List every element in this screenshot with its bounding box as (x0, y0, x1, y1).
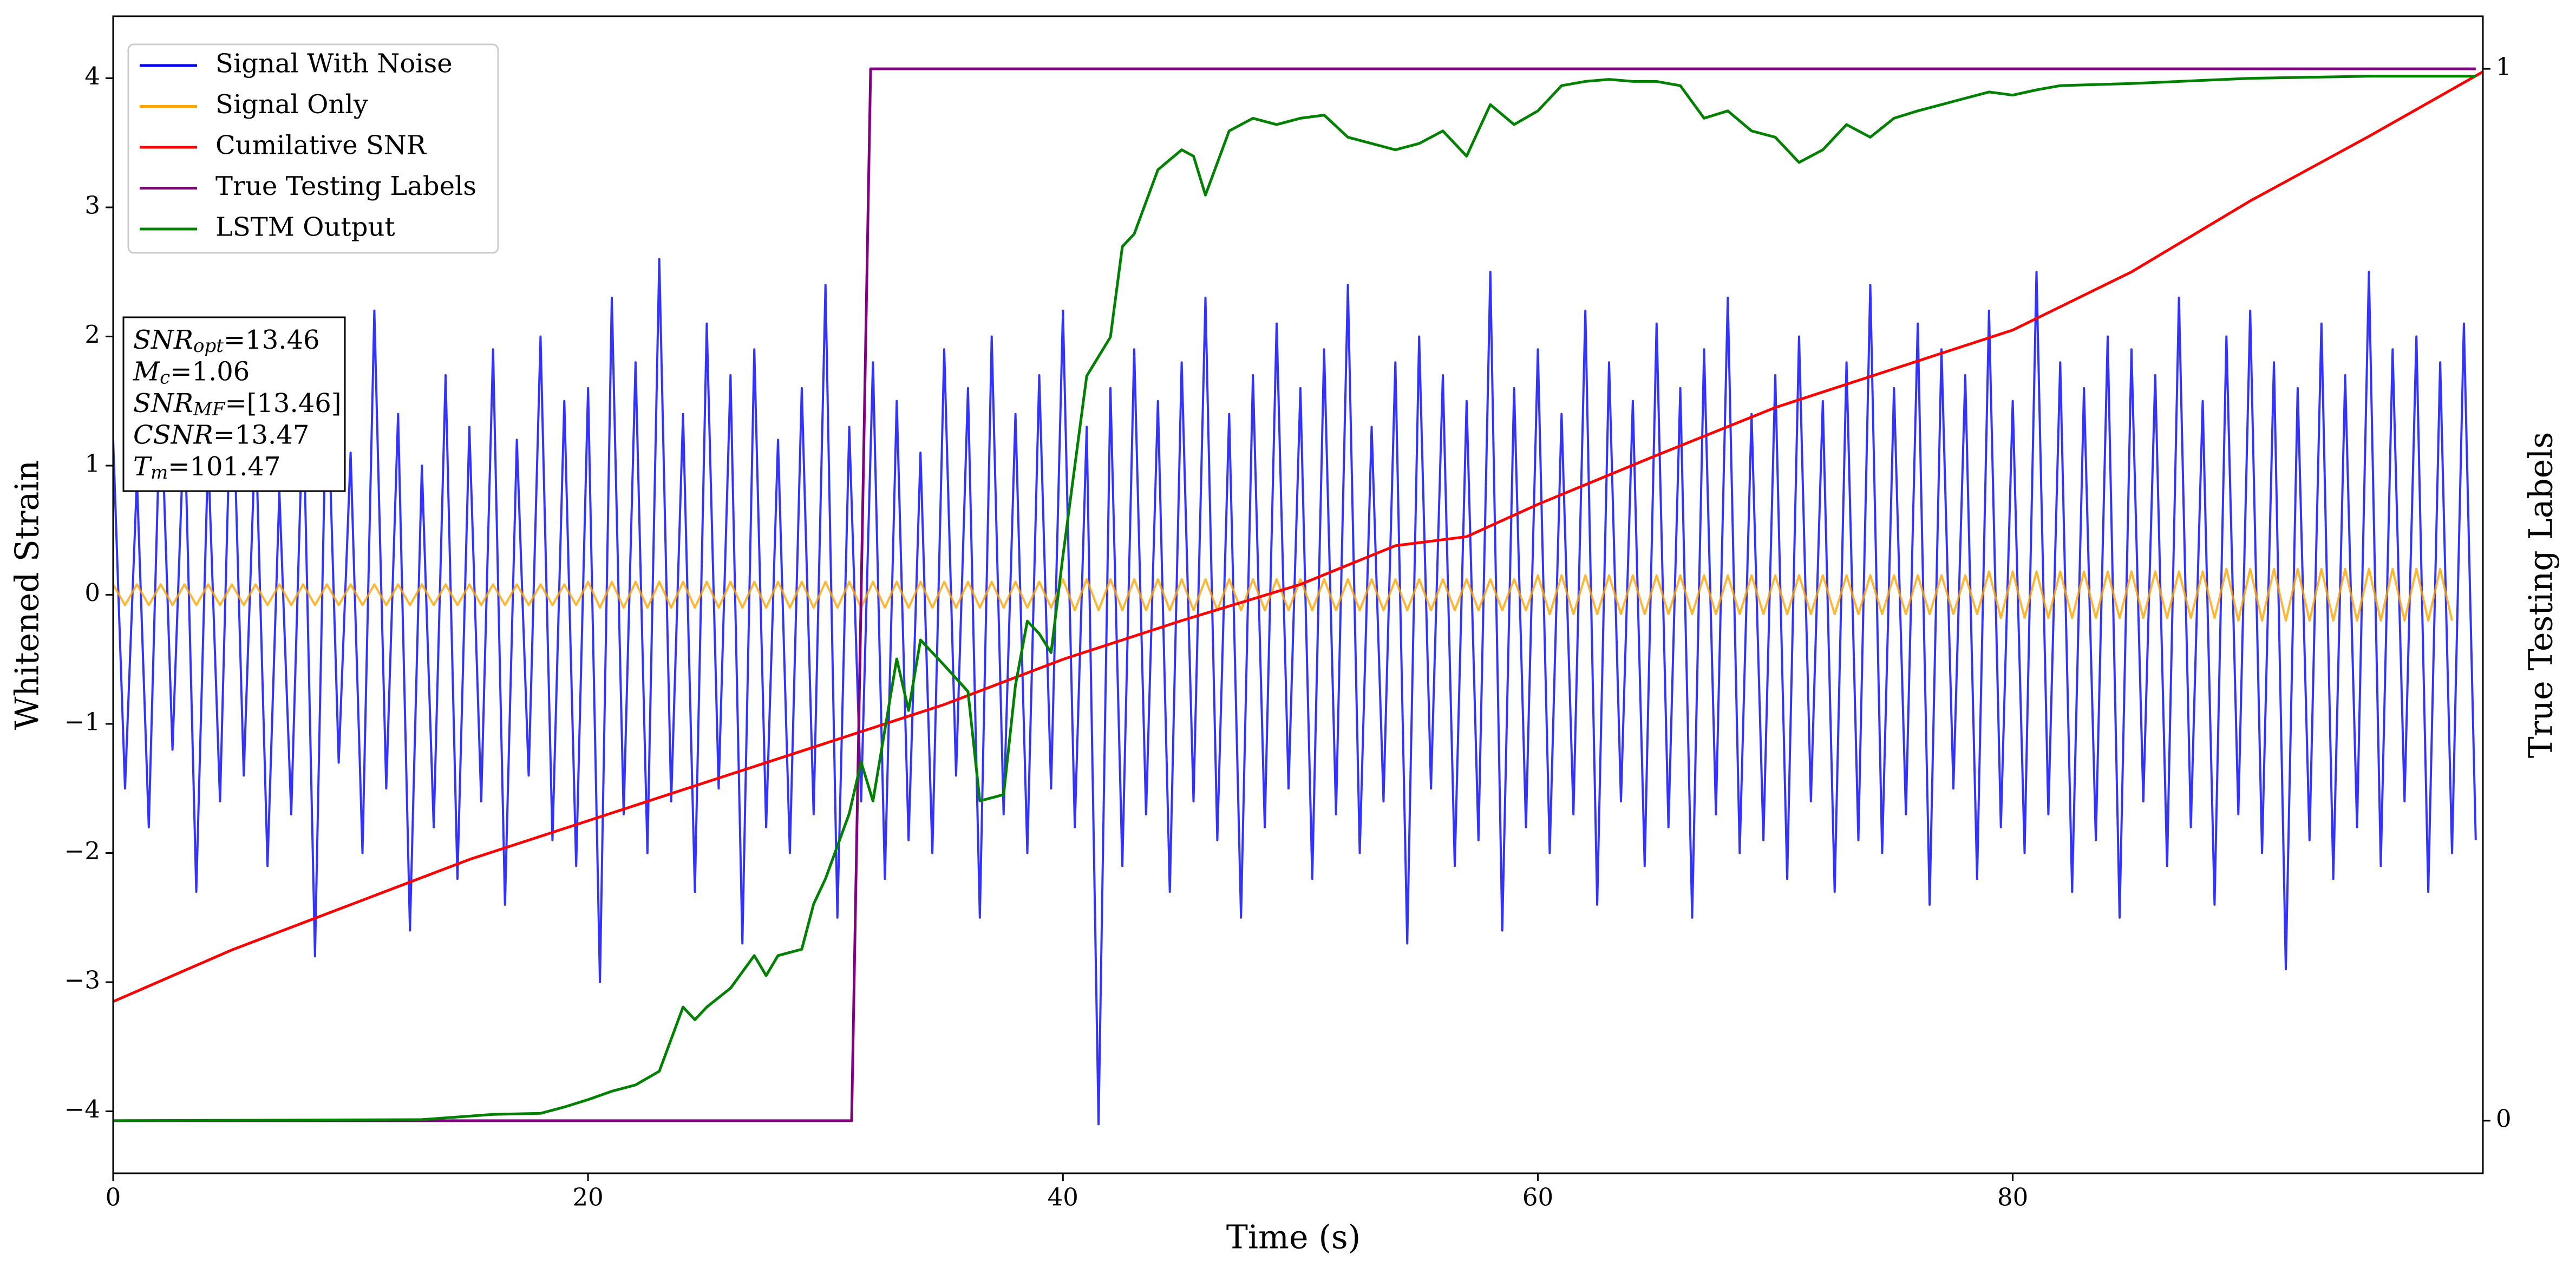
annotation: SNRMF=[13.46] (133, 388, 342, 421)
y-tick-label: 1 (84, 449, 100, 478)
legend-label: Cumilative SNR (215, 130, 427, 161)
y-tick-label: 2 (84, 320, 100, 349)
y-tick-label: −3 (64, 966, 100, 995)
y-tick-label: 0 (84, 578, 100, 607)
annotation-value: =1.06 (170, 356, 250, 387)
y-tick-label: −2 (64, 837, 100, 865)
legend-box (127, 43, 499, 254)
x-tick-label: 20 (573, 1183, 604, 1212)
annotation-name: M (133, 356, 161, 387)
x-axis-label: Time (s) (1226, 1219, 1361, 1257)
annotation-sub: m (151, 462, 168, 484)
annotation: CSNR=13.47 (133, 420, 309, 450)
annotation-box (122, 316, 346, 492)
x-tick-label: 0 (106, 1183, 121, 1212)
annotation-sub: opt (193, 335, 224, 357)
annotation-sub: MF (193, 398, 226, 420)
y2-axis-label: True Testing Labels (2522, 432, 2560, 759)
annotation: Tm=101.47 (133, 452, 280, 484)
annotation-value: =101.47 (168, 452, 280, 482)
y-tick-label: 4 (84, 62, 100, 90)
y-tick-label: 3 (84, 191, 100, 219)
annotation-value: =13.47 (213, 420, 310, 450)
annotation-name: SNR (133, 388, 193, 419)
y-tick-label: −1 (64, 708, 100, 736)
y2-tick-label: 1 (2496, 53, 2512, 81)
x-tick-label: 40 (1048, 1183, 1078, 1212)
x-tick-label: 80 (1997, 1183, 2028, 1212)
data-line (113, 70, 2483, 1003)
y-tick-label: −4 (64, 1095, 100, 1123)
data-line (113, 67, 2476, 1122)
legend-label: True Testing Labels (215, 171, 476, 201)
annotation: SNRopt=13.46 (133, 325, 320, 357)
legend-label: Signal With Noise (215, 49, 453, 79)
annotation-name: T (133, 452, 152, 482)
data-line (113, 258, 2477, 1126)
y-axis-label: Whitened Strain (9, 460, 47, 730)
legend-label: LSTM Output (215, 212, 395, 243)
plot-area (113, 67, 2483, 1126)
annotation: Mc=1.06 (133, 356, 250, 389)
data-line (113, 567, 2453, 622)
annotation-name: CSNR (133, 420, 213, 450)
plot-frame (112, 15, 2484, 1174)
x-tick-label: 60 (1522, 1183, 1553, 1212)
data-line (113, 75, 2476, 1122)
legend-label: Signal Only (215, 89, 368, 120)
annotation-value: =[13.46] (225, 388, 341, 419)
annotation-sub: c (160, 367, 170, 389)
annotation-value: =13.46 (224, 325, 320, 355)
y2-tick-label: 0 (2496, 1104, 2512, 1133)
annotation-name: SNR (133, 325, 193, 355)
